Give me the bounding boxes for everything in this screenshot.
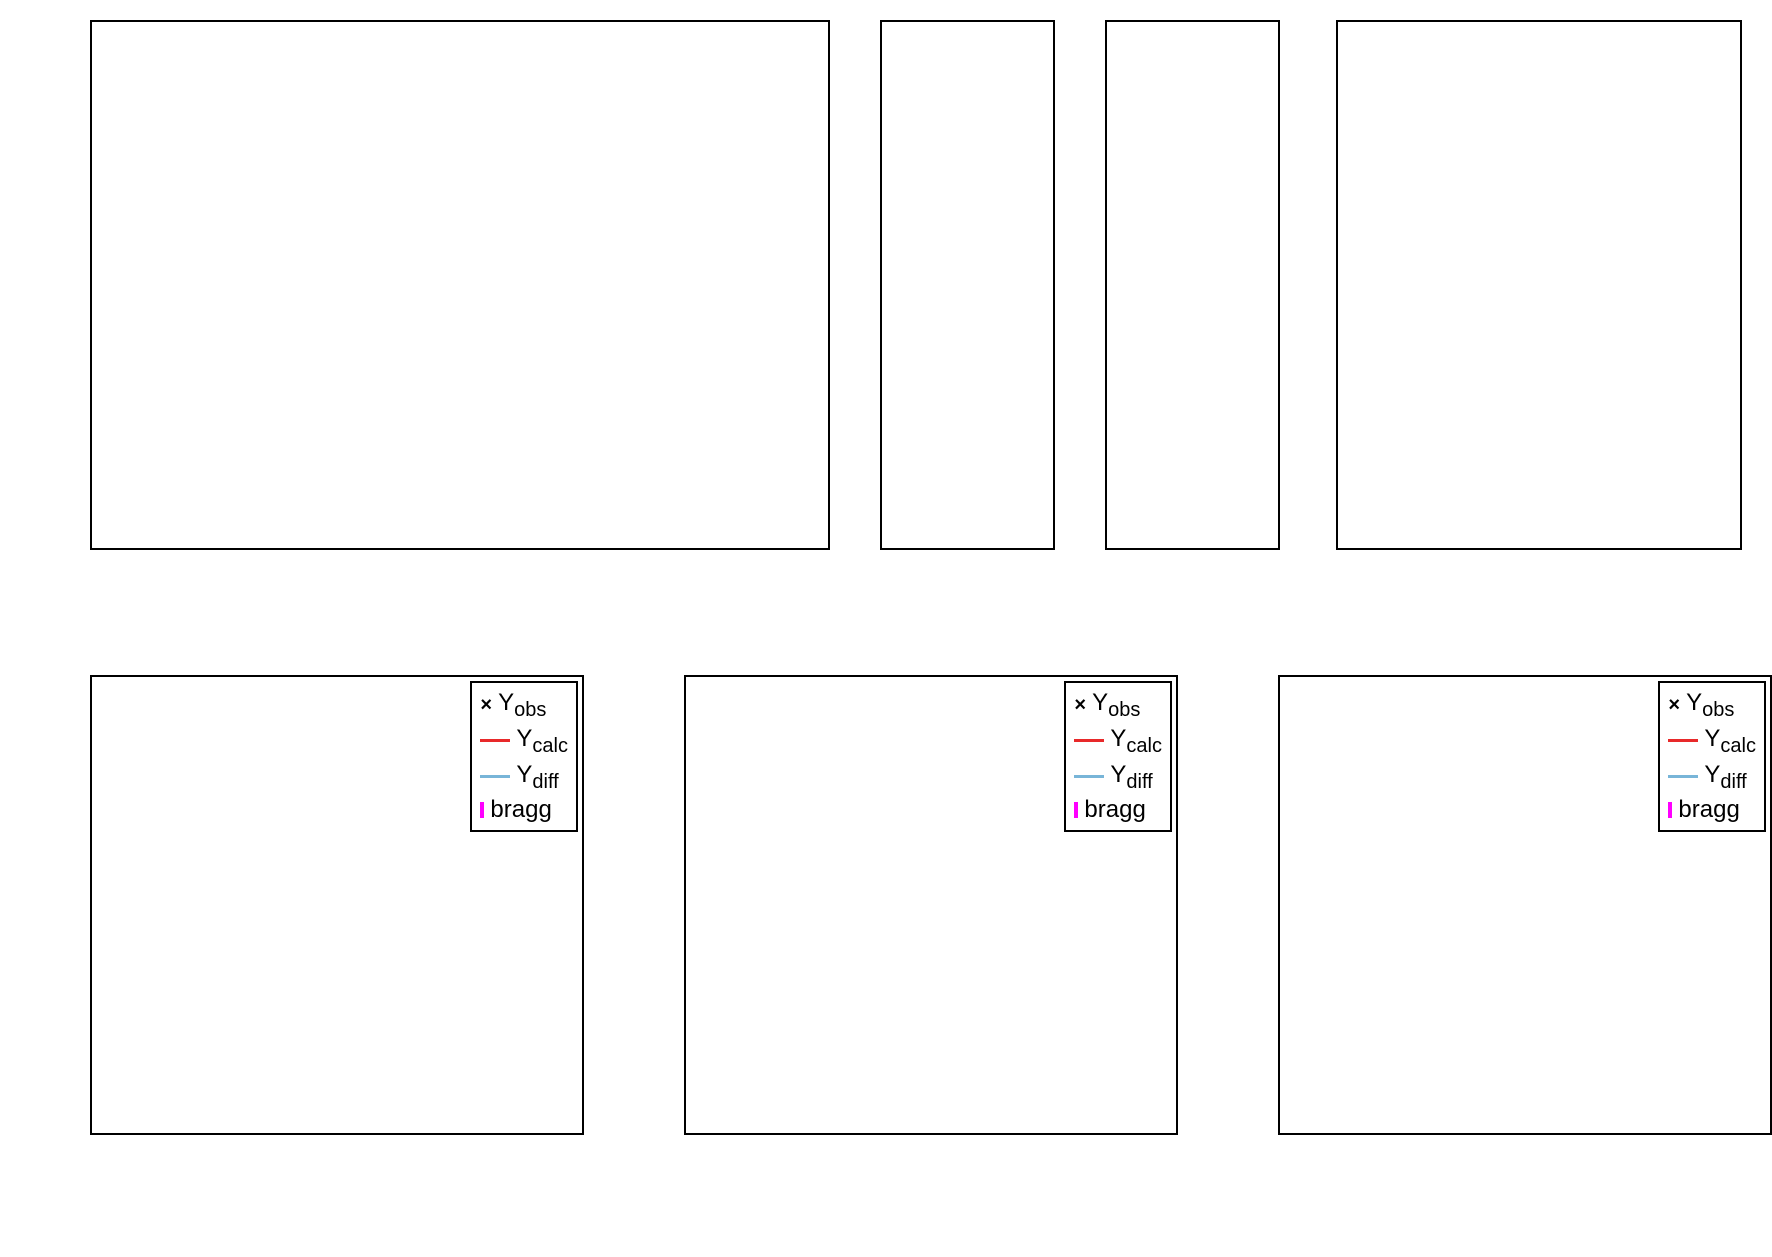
panel-f: ×Yobs Ycalc Ydiff bragg — [684, 675, 1178, 1135]
legend-e: ×Yobs Ycalc Ydiff bragg — [470, 681, 578, 832]
wrap-e: ×Yobs Ycalc Ydiff bragg — [10, 665, 594, 1235]
chart-c-svg — [1107, 22, 1282, 552]
legend-f: ×Yobs Ycalc Ydiff bragg — [1064, 681, 1172, 832]
panel-e: ×Yobs Ycalc Ydiff bragg — [90, 675, 584, 1135]
panel-g: ×Yobs Ycalc Ydiff bragg — [1278, 675, 1772, 1135]
figure: ×Yobs Ycalc Ydiff bragg ×Yobs Ycalc Ydif… — [10, 10, 1772, 1247]
wrap-g: ×Yobs Ycalc Ydiff bragg — [1198, 665, 1772, 1235]
xticks-a — [90, 550, 830, 590]
chart-b-svg — [882, 22, 1057, 552]
panel-c — [1105, 20, 1280, 550]
panel-b — [880, 20, 1055, 550]
legend-g: ×Yobs Ycalc Ydiff bragg — [1658, 681, 1766, 832]
wrap-f: ×Yobs Ycalc Ydiff bragg — [604, 665, 1188, 1235]
panel-a — [90, 20, 830, 550]
panel-d — [1336, 20, 1742, 550]
chart-a-svg — [92, 22, 832, 552]
chart-d-svg — [1338, 22, 1744, 552]
